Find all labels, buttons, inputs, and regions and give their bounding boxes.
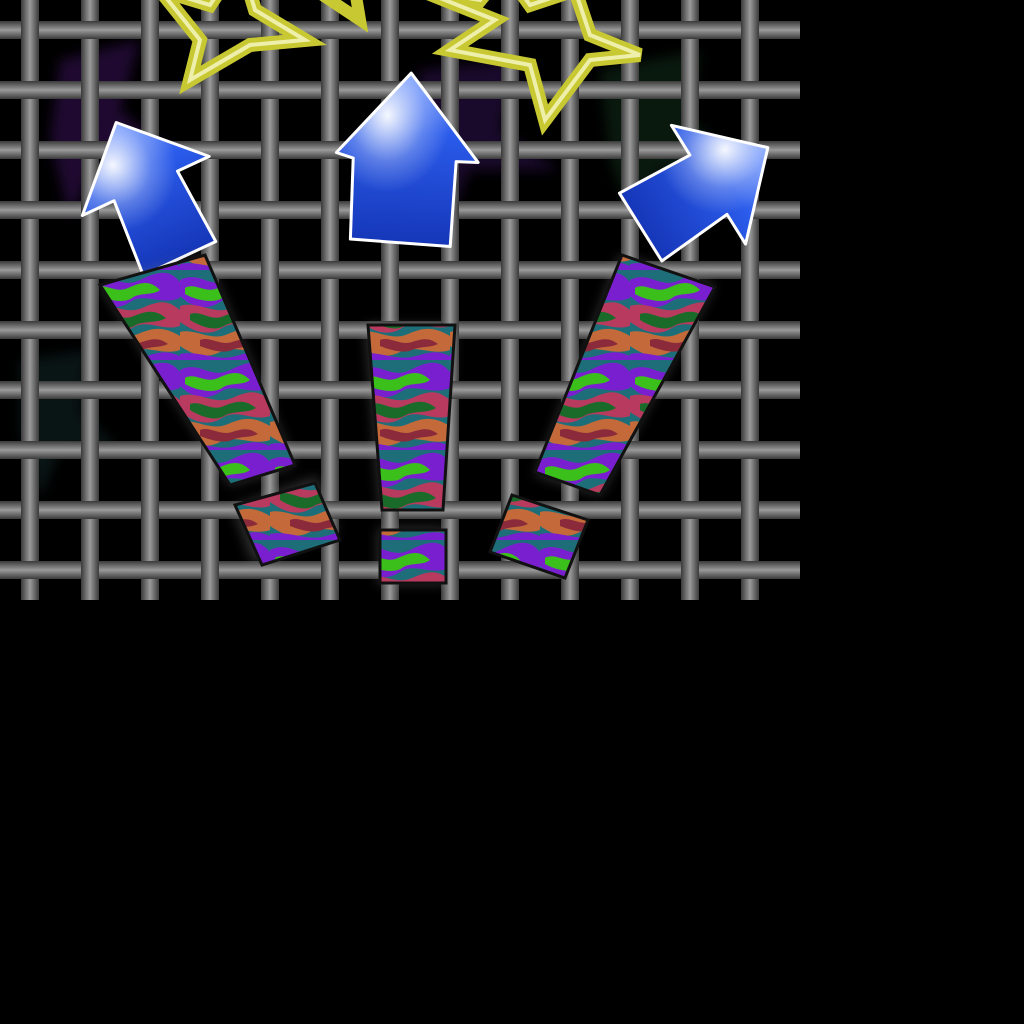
grid-weave-cross — [201, 559, 219, 581]
grid-weave-cross — [321, 559, 339, 581]
grid-weave-cross — [741, 19, 759, 41]
grid-weave-cross — [741, 379, 759, 401]
grid-weave-cross — [21, 259, 39, 281]
grid-weave-cross — [381, 19, 399, 41]
grid-weave-cross — [561, 319, 579, 341]
up-arrow-icon — [617, 123, 770, 263]
grid-weave-cross — [201, 79, 219, 101]
grid-weave-cross — [621, 499, 639, 521]
grid-weave-cross — [441, 79, 459, 101]
grid-weave-cross — [261, 259, 279, 281]
grid-weave-cross — [81, 79, 99, 101]
grid-weave-cross — [381, 259, 399, 281]
grid-weave-cross — [81, 439, 99, 461]
exclamation-mark-icon — [365, 323, 457, 585]
grid-weave-cross — [141, 499, 159, 521]
grid-weave-cross — [21, 379, 39, 401]
grid-weave-cross — [81, 559, 99, 581]
up-arrow-icon — [80, 120, 218, 277]
grid-weave-cross — [741, 259, 759, 281]
grid-weave-cross — [681, 439, 699, 461]
grid-weave-cross — [561, 199, 579, 221]
exclamation-mark-icon — [488, 253, 718, 580]
grid-weave-cross — [141, 19, 159, 41]
grid-weave-cross — [81, 319, 99, 341]
grid-weave-cross — [321, 199, 339, 221]
grid-weave-cross — [501, 19, 519, 41]
grid-weave-cross — [21, 139, 39, 161]
up-arrow-icon — [334, 71, 480, 249]
grid-weave-cross — [501, 139, 519, 161]
grid-weave-cross — [501, 379, 519, 401]
grid-weave-cross — [681, 79, 699, 101]
star-outline-icon — [426, 0, 643, 136]
grid-weave-cross — [741, 499, 759, 521]
grid-weave-cross — [621, 19, 639, 41]
star-outline-icon — [159, 0, 369, 95]
grid-weave-cross — [321, 319, 339, 341]
grid-weave-cross — [621, 139, 639, 161]
exclamation-mark-icon — [97, 253, 343, 567]
grid-weave-cross — [261, 139, 279, 161]
grid-weave-cross — [501, 259, 519, 281]
grid-weave-cross — [21, 19, 39, 41]
grid-weave-cross — [141, 379, 159, 401]
artwork-panel — [0, 0, 800, 600]
artwork-svg — [0, 0, 800, 600]
grid-weave-cross — [321, 79, 339, 101]
grid-bar-horizontal — [0, 21, 800, 39]
grid-weave-cross — [321, 439, 339, 461]
grid-weave-cross — [681, 559, 699, 581]
grid-weave-cross — [21, 499, 39, 521]
grid-weave-cross — [201, 199, 219, 221]
